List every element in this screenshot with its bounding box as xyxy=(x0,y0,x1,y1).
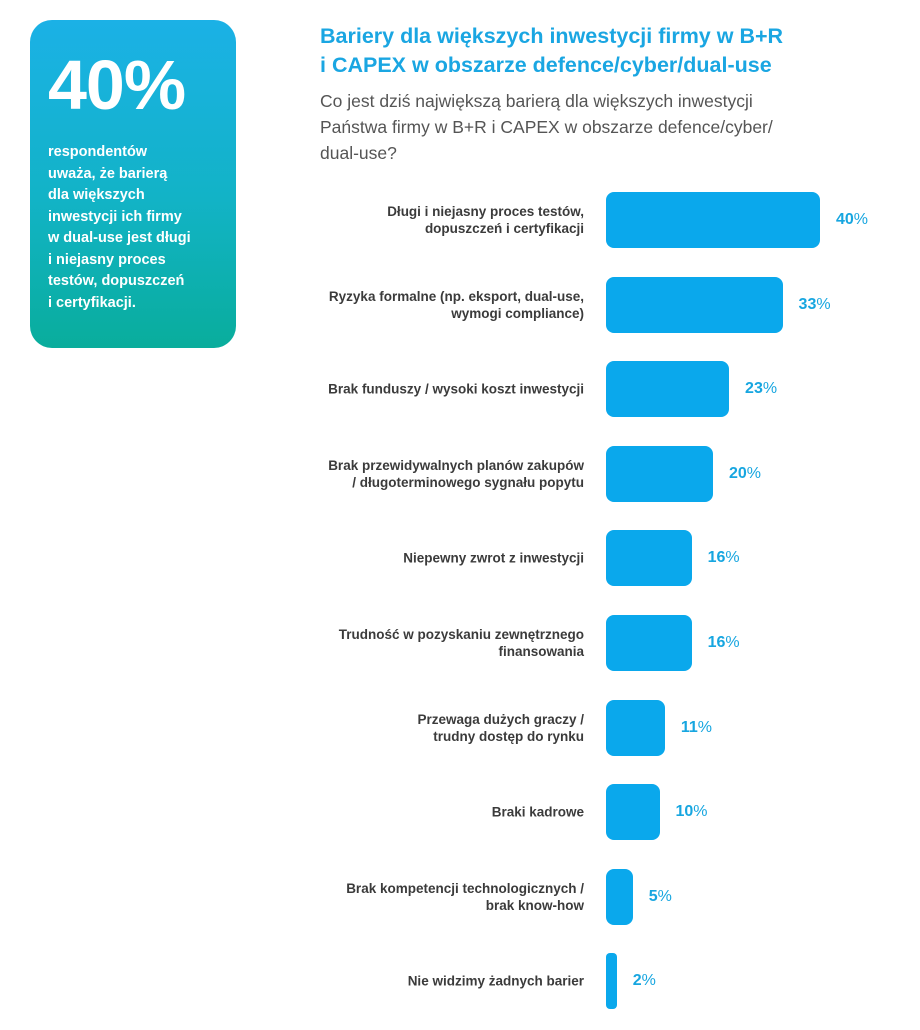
category-label: Nie widzimy żadnych barier xyxy=(407,973,584,989)
bar xyxy=(606,276,783,333)
bar-value-number: 5 xyxy=(648,887,658,905)
bar-value-unit: % xyxy=(762,380,778,398)
bar-value-unit: % xyxy=(693,803,708,821)
bar xyxy=(606,445,713,502)
bar-value-label: 5% xyxy=(649,887,672,907)
category-label: Brak przewidywalnych planów zakupów / dł… xyxy=(328,457,584,490)
category-label: Przewaga dużych graczy / trudny dostęp d… xyxy=(417,711,584,744)
category-label: Długi i niejasny proces testów, dopuszcz… xyxy=(387,204,584,236)
bar-value-number: 11 xyxy=(680,718,698,736)
bar xyxy=(606,699,665,756)
bar-value-label: 40% xyxy=(836,210,868,230)
chart-title: Bariery dla większych inwestycji firmy w… xyxy=(320,24,784,77)
bar xyxy=(606,868,633,925)
bar-value-unit: % xyxy=(697,718,712,736)
category-label: Brak funduszy / wysoki koszt inwestycji xyxy=(328,381,584,397)
bar xyxy=(606,953,617,1010)
bar-value-unit: % xyxy=(853,211,869,228)
bar-value-label: 11% xyxy=(681,718,712,738)
bar xyxy=(606,530,692,587)
bar-value-number: 23 xyxy=(745,380,763,398)
bar-value-label: 33% xyxy=(799,295,831,315)
category-label: Niepewny zwrot z inwestycji xyxy=(403,550,584,566)
highlight-stat-card: 40% respondentów uważa, że barierą dla w… xyxy=(30,20,236,348)
bar-value-label: 16% xyxy=(708,633,740,653)
bar-value-number: 16 xyxy=(707,634,726,651)
category-label: Trudność w pozyskaniu zewnętrznego finan… xyxy=(338,627,584,659)
highlight-stat-value: 40% xyxy=(48,46,186,124)
bar-value-number: 33 xyxy=(798,295,817,313)
category-label: Ryzyka formalne (np. eksport, dual-use, … xyxy=(328,288,584,321)
bar xyxy=(606,361,730,418)
bar-value-unit: % xyxy=(725,634,740,651)
bar-value-number: 16 xyxy=(707,549,726,567)
bar-value-label: 2% xyxy=(633,971,656,991)
category-label: Braki kadrowe xyxy=(491,804,584,820)
bar xyxy=(606,615,692,671)
bar-value-label: 10% xyxy=(676,802,708,822)
bar-value-unit: % xyxy=(746,464,762,482)
bar-value-number: 40 xyxy=(836,211,854,228)
bar-value-unit: % xyxy=(657,887,672,905)
bar-value-number: 2 xyxy=(632,972,642,990)
bar-value-number: 10 xyxy=(675,803,694,821)
bar-value-label: 16% xyxy=(708,548,740,568)
category-label: Brak kompetencji technologicznych / brak… xyxy=(346,880,584,913)
bar-value-number: 20 xyxy=(729,464,747,482)
bar xyxy=(606,784,660,841)
bar-value-unit: % xyxy=(725,549,740,567)
bar-value-unit: % xyxy=(641,972,656,990)
bar xyxy=(606,192,820,248)
bar-value-unit: % xyxy=(816,295,831,313)
highlight-stat-description: respondentów uważa, że barierą dla więks… xyxy=(48,144,191,311)
bar-value-label: 23% xyxy=(745,379,777,399)
bar-value-label: 20% xyxy=(729,464,761,484)
chart-subtitle: Co jest dziś największą barierą dla więk… xyxy=(320,91,773,163)
